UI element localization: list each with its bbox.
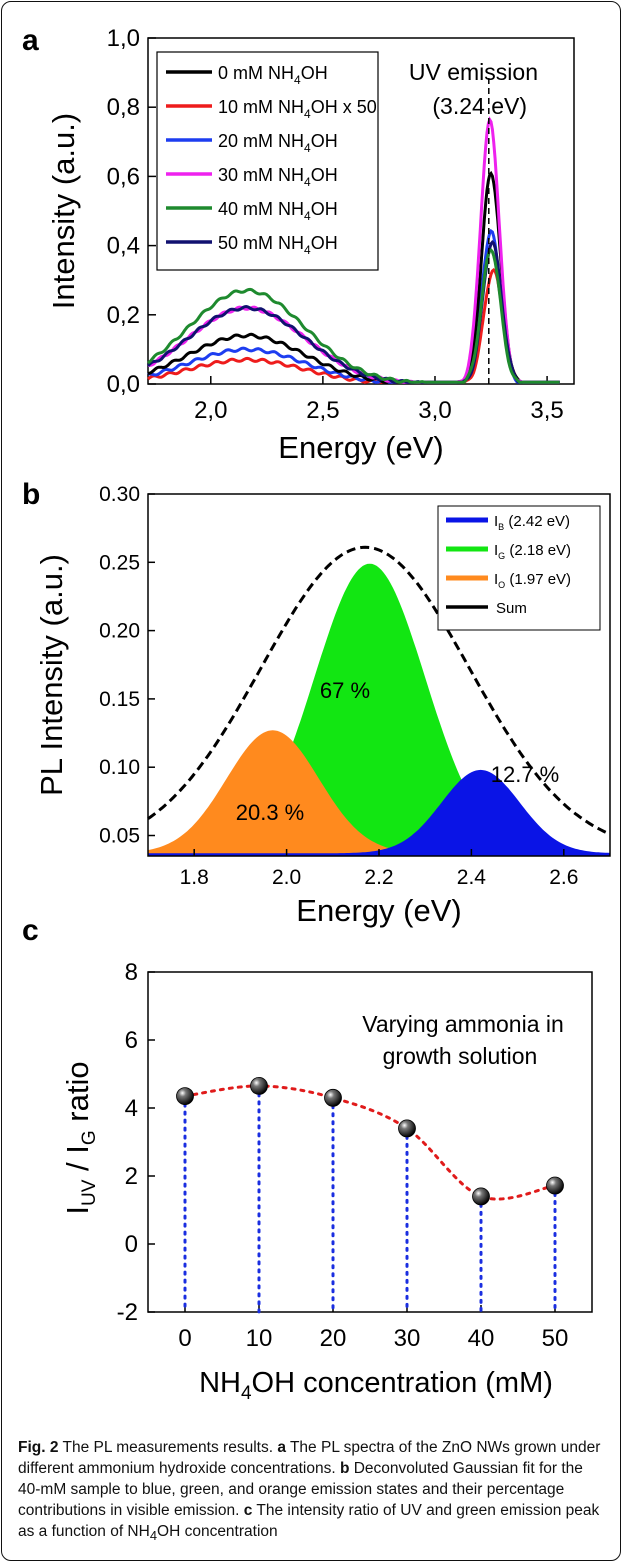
panel-a-xlabel: Energy (eV)	[278, 430, 443, 465]
panel-c-data-point	[546, 1176, 564, 1195]
panel-b-legend-box	[437, 505, 601, 631]
panel-a-ytick-label: 1,0	[107, 25, 140, 52]
panel-a-ticks: 2,0 2,5 3,0 3,5 0,0 0,2 0,4 0,6 0,8 1,0	[107, 25, 564, 424]
panel-a-plot-area	[147, 37, 575, 385]
panel-a-legend-label: 0 mM NH4OH	[218, 63, 328, 87]
panel-b-share-blue: 12.7 %	[491, 762, 560, 787]
panel-a-legend-label: 50 mM NH4OH	[218, 233, 338, 257]
panel-b-xtick-label: 1.8	[180, 866, 209, 889]
panel-a-legend-box	[156, 51, 379, 271]
figure-caption: Fig. 2 The PL measurements results. a Th…	[18, 1439, 601, 1544]
panel-c-data-point	[472, 1187, 490, 1206]
panel-a-ylabel: Intensity (a.u.)	[46, 113, 81, 309]
panel-c-ytick-label: -2	[117, 1299, 138, 1326]
panel-b-share-green: 67 %	[320, 678, 370, 703]
panel-a-ytick-label: 0,4	[107, 233, 140, 260]
panel-b-legend-label: IG (2.18 eV)	[494, 542, 571, 561]
panel-c-annotation-line1: Varying ammonia in	[362, 1011, 564, 1037]
panel-b-xtick-label: 2.0	[272, 866, 301, 889]
panel-a-curves	[146, 116, 560, 384]
panel-a-xtick-label: 2,0	[194, 397, 227, 424]
panel-c-xtick-label: 0	[178, 1325, 191, 1352]
panel-letter-a: a	[22, 24, 39, 57]
panel-a-ytick-label: 0,8	[107, 94, 140, 121]
panel-b-ytick-label: 0.10	[99, 756, 140, 779]
panel-b-ytick-label: 0.30	[99, 483, 140, 506]
panel-b-legend-label: Sum	[496, 600, 527, 617]
panel-a-legend-label: 20 mM NH4OH	[218, 131, 338, 155]
panel-a-legend-label: 40 mM NH4OH	[218, 199, 338, 223]
panel-b-ylabel: PL Intensity (a.u.)	[34, 554, 69, 796]
panel-a-series-line	[147, 170, 560, 384]
panel-a-xtick-label: 2,5	[306, 397, 339, 424]
panel-c-trend-line	[183, 1084, 557, 1201]
panel-b-xtick-label: 2.6	[549, 866, 578, 889]
panel-c-ylabel: IUV / IG ratio	[60, 1061, 100, 1214]
panel-a-series-line	[148, 116, 560, 384]
panel-a-legend: 0 mM NH4OH 10 mM NH4OH x 50 20 mM NH4OH 30 …	[156, 51, 379, 271]
panel-c-xtick-label: 20	[320, 1325, 347, 1352]
panel-b-legend-label: IO (1.97 eV)	[494, 571, 571, 590]
panel-c-plot-area	[147, 971, 593, 1313]
panel-c-xtick-label: 10	[246, 1325, 273, 1352]
panel-letter-c: c	[22, 914, 39, 947]
panel-b-share-orange: 20.3 %	[236, 800, 305, 825]
panel-c-drop-lines	[183, 1084, 557, 1314]
panel-b-ytick-label: 0.05	[99, 825, 140, 848]
panel-b-legend-label: IB (2.42 eV)	[494, 513, 570, 532]
panel-c-xtick-label: 50	[542, 1325, 569, 1352]
panel-c-points	[176, 1077, 564, 1206]
panel-c-xtick-label: 40	[468, 1325, 495, 1352]
panel-c-data-point	[176, 1087, 194, 1105]
panel-a-legend-label: 30 mM NH4OH	[218, 165, 338, 189]
panel-c-ytick-label: 8	[125, 959, 138, 986]
panel-b-xtick-label: 2.4	[457, 866, 487, 889]
panel-b-component-areas	[148, 563, 610, 856]
panel-c-xtick-label: 30	[394, 1325, 421, 1352]
panel-a-ytick-label: 0,2	[107, 302, 140, 329]
panel-b-component-area	[148, 769, 610, 856]
panel-letter-b: b	[22, 478, 40, 511]
panel-b-ytick-label: 0.25	[99, 551, 140, 574]
panel-b-xlabel: Energy (eV)	[296, 893, 461, 928]
panel-c-data-point	[250, 1077, 268, 1095]
panel-b-chart: 1.8 2.0 2.2 2.4 2.60.050.100.150.200.250.30 …	[34, 483, 611, 928]
panel-a-ytick-label: 0,0	[107, 371, 140, 398]
panel-a-ytick-label: 0,6	[107, 163, 140, 190]
panel-a-annotation-line2: (3.24 eV)	[432, 93, 527, 119]
panel-c-data-point	[398, 1119, 416, 1138]
panel-b-legend: IB (2.42 eV) IG (2.18 eV) IO (1.97 eV) Sum	[437, 505, 601, 631]
panel-c-ytick-label: 2	[125, 1163, 138, 1190]
panel-b-ticks: 1.8 2.0 2.2 2.4 2.6 0.05 0.10 0.15 0.20 0.25 0.30	[99, 483, 578, 889]
panel-c-xlabel: NH4OH concentration (mM)	[199, 1367, 553, 1404]
panel-b-component-area	[148, 730, 610, 856]
panel-c-ytick-label: 6	[125, 1027, 138, 1054]
panel-c-ytick-label: 0	[125, 1231, 138, 1258]
caption-fig-label: Fig. 2	[18, 1439, 59, 1456]
panel-c-ticks: 0 10 20 30 40 50 -2 0 2 4 6 8	[117, 959, 569, 1352]
panel-a-annotation-line1: UV emission	[409, 59, 538, 85]
panel-c-annotation-line2: growth solution	[383, 1043, 538, 1069]
panel-a-chart: 2,0 2,5 3,0 3,5 0,0 0,2 0,4 0,6 0,8 1,0 UV emissi…	[46, 25, 575, 465]
panel-a-series-line	[147, 248, 560, 384]
panel-b-ytick-label: 0.15	[99, 688, 140, 711]
panel-c-chart: 0 10 20 30 40 50 -2 0 2 4 6 8 Varying ammonia in gr…	[60, 959, 593, 1404]
panel-a-series-line	[147, 268, 560, 384]
panel-b-ytick-label: 0.20	[99, 620, 140, 643]
panel-b-component-area	[148, 563, 610, 856]
figure-svg: a b c 2,0 2,5 3,0 3,5 0,0 0,2 0,4 0,6 0,8 1,0 UV …	[22, 24, 611, 1404]
panel-b-sum-curve	[147, 545, 611, 836]
panel-a-xtick-label: 3,5	[530, 397, 563, 424]
panel-a-legend-label: 10 mM NH4OH x 50	[218, 97, 377, 121]
panel-c-ytick-label: 4	[125, 1095, 138, 1122]
panel-c-data-point	[324, 1088, 342, 1107]
panel-b-xtick-label: 2.2	[364, 866, 393, 889]
panel-a-xtick-label: 3,0	[418, 397, 451, 424]
